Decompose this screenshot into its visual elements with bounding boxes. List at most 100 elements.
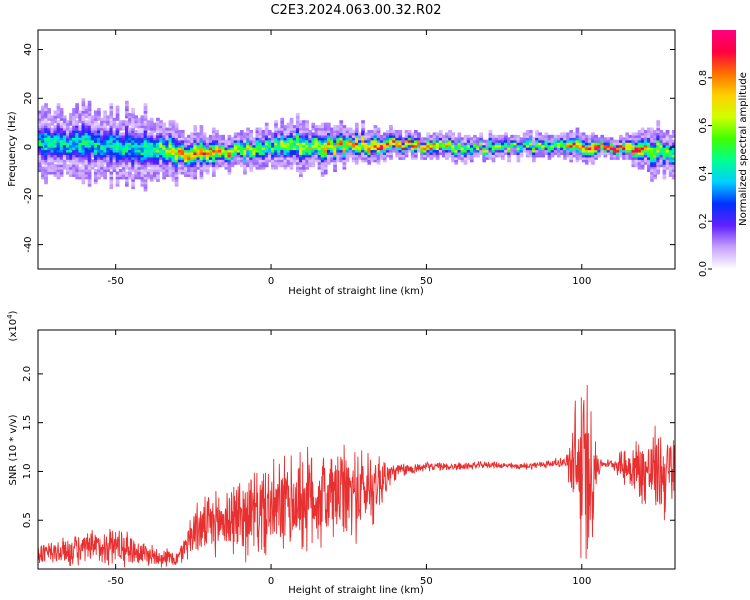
heatmap-cell: [637, 142, 642, 146]
heatmap-cell: [202, 169, 207, 173]
heatmap-cell: [156, 149, 160, 153]
heatmap-cell: [128, 144, 132, 148]
heatmap-cell: [569, 139, 574, 143]
heatmap-cell: [588, 137, 592, 141]
heatmap-cell: [594, 134, 598, 138]
heatmap-cell: [156, 156, 160, 160]
heatmap-cell: [485, 156, 490, 160]
heatmap-cell: [364, 139, 368, 143]
heatmap-cell: [84, 127, 89, 131]
heatmap-cell: [373, 147, 378, 151]
heatmap-cell: [656, 164, 661, 168]
heatmap-cell: [218, 161, 222, 165]
heatmap-cell: [280, 151, 285, 155]
heatmap-cell: [109, 154, 114, 158]
heatmap-cell: [112, 129, 117, 134]
heatmap-cell: [578, 151, 583, 155]
heatmap-cell: [162, 159, 166, 163]
heatmap-cell: [336, 134, 341, 138]
heatmap-cell: [243, 154, 247, 158]
heatmap-cell: [445, 147, 449, 151]
heatmap-cell: [351, 129, 356, 134]
heatmap-cell: [187, 137, 191, 141]
heatmap-cell: [354, 147, 359, 151]
heatmap-cell: [342, 134, 347, 138]
heatmap-cell: [376, 134, 381, 138]
heatmap-cell: [149, 134, 154, 138]
heatmap-cell: [323, 139, 328, 143]
heatmap-cell: [438, 149, 443, 153]
heatmap-cell: [482, 149, 487, 153]
heatmap-cell: [339, 139, 344, 143]
heatmap-cell: [364, 144, 368, 148]
heatmap-cell: [97, 122, 101, 126]
heatmap-cell: [615, 149, 620, 153]
heatmap-cell: [594, 156, 598, 160]
heatmap-cell: [379, 151, 384, 155]
heatmap-cell: [41, 125, 45, 129]
heatmap-cell: [227, 169, 232, 173]
heatmap-cell: [320, 154, 325, 158]
heatmap-cell: [541, 151, 546, 155]
heatmap-cell: [109, 181, 114, 185]
heatmap-cell: [152, 147, 157, 151]
heatmap-cell: [168, 159, 173, 163]
heatmap-cell: [588, 149, 592, 153]
heatmap-cell: [103, 154, 107, 158]
heatmap-cell: [196, 134, 201, 138]
heatmap-cell: [320, 159, 325, 163]
heatmap-cell: [429, 137, 434, 141]
heatmap-cell: [600, 149, 605, 153]
heatmap-cell: [597, 139, 602, 143]
heatmap-cell: [106, 156, 111, 160]
heatmap-cell: [342, 127, 347, 131]
heatmap-cell: [497, 142, 502, 146]
heatmap-cell: [106, 142, 111, 146]
heatmap-cell: [280, 120, 285, 124]
heatmap-cell: [187, 173, 191, 177]
heatmap-cell: [606, 151, 611, 155]
heatmap-cell: [426, 149, 431, 153]
heatmap-cell: [656, 144, 661, 148]
heatmap-cell: [190, 173, 194, 177]
heatmap-cell: [56, 132, 61, 136]
heatmap-cell: [65, 125, 70, 129]
heatmap-cell: [345, 137, 350, 141]
heatmap-cell: [53, 134, 58, 138]
heatmap-cell: [224, 151, 229, 155]
heatmap-cell: [41, 139, 45, 143]
heatmap-cell: [212, 134, 216, 138]
heatmap-cell: [379, 154, 384, 158]
heatmap-cell: [174, 134, 179, 138]
heatmap-cell: [212, 149, 216, 153]
heatmap-cell: [423, 154, 428, 158]
heatmap-cell: [168, 127, 173, 131]
heatmap-cell: [671, 156, 675, 160]
heatmap-cell: [336, 125, 341, 129]
heatmap-cell: [389, 137, 393, 141]
heatmap-cell: [109, 125, 114, 129]
heatmap-cell: [348, 154, 353, 158]
heatmap-cell: [168, 132, 173, 136]
heatmap-cell: [187, 161, 191, 165]
heatmap-cell: [143, 120, 148, 124]
heatmap-cell: [441, 151, 446, 155]
heatmap-cell: [69, 164, 73, 168]
heatmap-cell: [271, 137, 275, 141]
heatmap-cell: [656, 134, 661, 138]
heatmap-cell: [87, 164, 92, 168]
heatmap-cell: [466, 139, 471, 143]
heatmap-cell: [233, 151, 238, 155]
heatmap-cell: [333, 134, 337, 138]
heatmap-cell: [264, 139, 269, 143]
heatmap-cell: [38, 166, 42, 170]
heatmap-cell: [38, 122, 42, 126]
heatmap-cell: [97, 169, 101, 173]
heatmap-cell: [578, 149, 583, 153]
heatmap-cell: [656, 139, 661, 143]
heatmap-cell: [326, 159, 331, 163]
heatmap-cell: [159, 154, 163, 158]
heatmap-cell: [199, 171, 204, 175]
heatmap-cell: [519, 144, 524, 148]
heatmap-cell: [44, 156, 48, 160]
